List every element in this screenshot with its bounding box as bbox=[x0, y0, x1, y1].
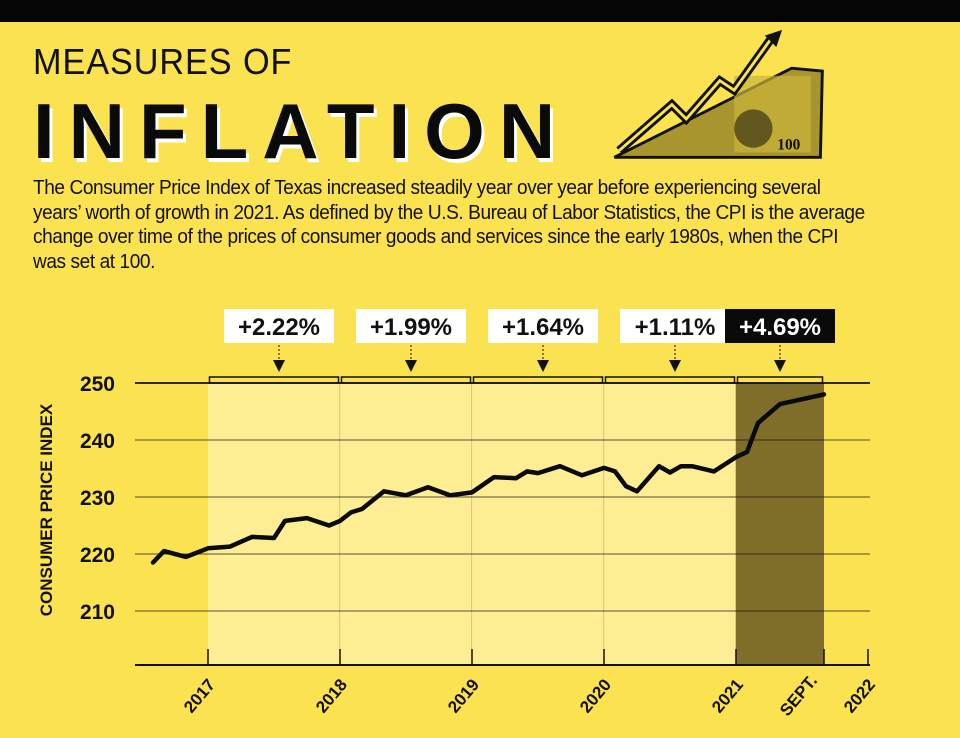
description: The Consumer Price Index of Texas increa… bbox=[33, 176, 865, 273]
period-band bbox=[736, 383, 824, 665]
percent-label-box bbox=[488, 309, 598, 343]
arrow-down-icon bbox=[669, 360, 681, 372]
percent-label: +2.22% bbox=[238, 314, 320, 341]
x-tick-label: 2021 bbox=[708, 675, 747, 716]
period-band bbox=[472, 383, 604, 665]
x-tick-label: SEPT. bbox=[776, 671, 821, 719]
arrow-down-icon bbox=[774, 360, 786, 372]
x-tick-label: 2017 bbox=[180, 675, 219, 716]
percent-label: +1.11% bbox=[635, 314, 716, 341]
y-tick-label: 230 bbox=[80, 487, 115, 510]
hundred-dollar-bill-with-rising-arrow-icon: 100 bbox=[613, 29, 824, 159]
cpi-series-line bbox=[150, 392, 827, 565]
percent-label-box bbox=[224, 309, 334, 343]
x-tick-label: 2019 bbox=[444, 675, 483, 716]
arrow-down-icon bbox=[405, 360, 417, 372]
x-tick-label: 2018 bbox=[312, 675, 351, 716]
arrow-down-icon bbox=[537, 360, 549, 372]
percent-label-box bbox=[725, 309, 835, 343]
y-axis-label: CONSUMER PRICE INDEX bbox=[37, 403, 56, 616]
corner bbox=[0, 708, 30, 738]
y-tick-label: 250 bbox=[80, 373, 115, 396]
percent-label: +1.64% bbox=[502, 314, 584, 341]
kicker-heading: MEASURES OF bbox=[33, 41, 293, 82]
page-title: INFLATION bbox=[33, 87, 570, 175]
period-band bbox=[340, 383, 472, 665]
arrow-down-icon bbox=[273, 360, 285, 372]
y-tick-label: 210 bbox=[80, 601, 115, 624]
percent-label-box bbox=[620, 309, 730, 343]
percent-label-box bbox=[356, 309, 466, 343]
period-band bbox=[604, 383, 736, 665]
percent-label: +1.99% bbox=[370, 314, 452, 341]
y-tick-label: 240 bbox=[80, 430, 115, 453]
top-bar bbox=[0, 0, 960, 22]
y-tick-label: 220 bbox=[80, 544, 115, 567]
bill-denomination: 100 bbox=[777, 137, 800, 154]
x-tick-label: 2020 bbox=[576, 675, 615, 716]
x-tick-label: 2022 bbox=[840, 675, 879, 716]
percent-label: +4.69% bbox=[739, 314, 821, 341]
